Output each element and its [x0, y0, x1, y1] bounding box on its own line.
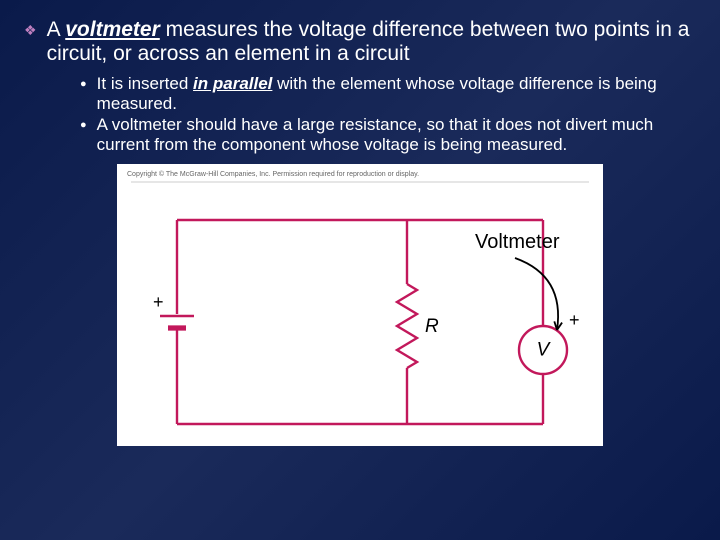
sub-bullet-row: ● A voltmeter should have a large resist… [80, 115, 696, 154]
dot-bullet-icon: ● [80, 74, 87, 94]
label-voltmeter: Voltmeter [475, 231, 560, 253]
dot-bullet-icon: ● [80, 115, 87, 135]
plus-battery: + [153, 292, 164, 312]
label-R: R [425, 316, 439, 337]
sub-bullet-text-0: It is inserted in parallel with the elem… [97, 74, 696, 113]
main-bullet-row: ❖ A voltmeter measures the voltage diffe… [24, 18, 696, 66]
main-bullet-text: A voltmeter measures the voltage differe… [47, 18, 696, 66]
plus-meter: + [569, 310, 580, 330]
sub0-prefix: It is inserted [97, 74, 193, 93]
diamond-bullet-icon: ❖ [24, 18, 37, 42]
main-prefix: A [47, 18, 66, 41]
copyright-text: Copyright © The McGraw-Hill Companies, I… [127, 170, 419, 178]
sub-bullet-list: ● It is inserted in parallel with the el… [80, 74, 696, 154]
main-emph: voltmeter [65, 18, 160, 41]
diagram-container: Copyright © The McGraw-Hill Companies, I… [24, 164, 696, 446]
sub-bullet-text-1: A voltmeter should have a large resistan… [97, 115, 696, 154]
sub1-rest: A voltmeter should have a large resistan… [97, 115, 654, 154]
sub-bullet-row: ● It is inserted in parallel with the el… [80, 74, 696, 113]
sub0-emph: in parallel [193, 74, 272, 93]
circuit-diagram: Copyright © The McGraw-Hill Companies, I… [117, 164, 603, 446]
diagram-bg [117, 164, 603, 446]
